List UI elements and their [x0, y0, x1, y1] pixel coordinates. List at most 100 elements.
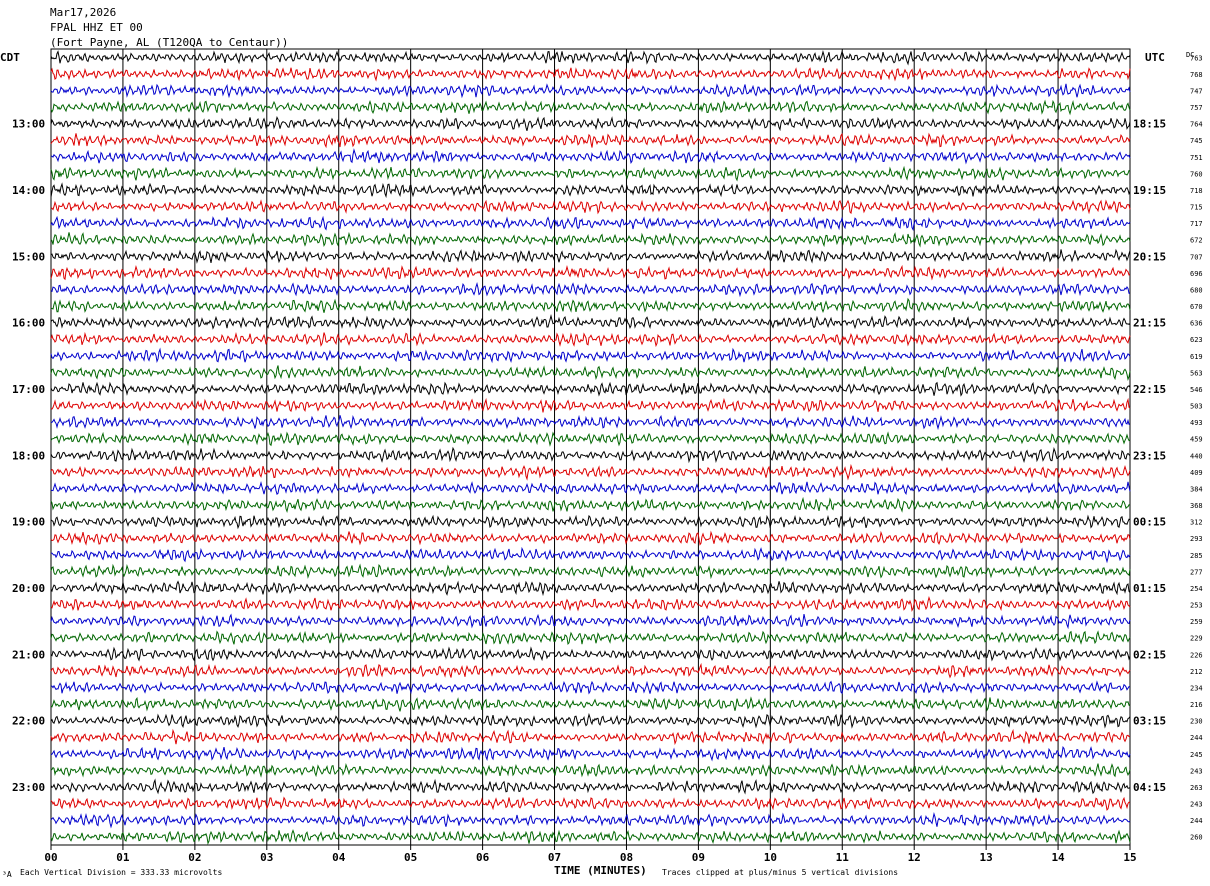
trace-row-38 [50, 662, 1131, 679]
dc-label: DC [1186, 51, 1194, 59]
dc-offset-label: 440 [1190, 452, 1203, 460]
dc-offset-label: 244 [1190, 817, 1203, 825]
x-tick-label: 08 [620, 851, 633, 864]
dc-offset-label: 384 [1190, 485, 1203, 493]
dc-offset-label: 707 [1190, 253, 1203, 261]
dc-offset-label: 672 [1190, 237, 1203, 245]
dc-offset-label: 263 [1190, 784, 1203, 792]
dc-offset-label: 680 [1190, 286, 1203, 294]
dc-offset-label: 763 [1190, 54, 1203, 62]
x-tick-label: 03 [260, 851, 273, 864]
plot-grid [50, 48, 1131, 846]
x-tick-label: 01 [116, 851, 130, 864]
header-location: (Fort Payne, AL (T120QA to Centaur)) [50, 36, 288, 49]
x-tick-label: 04 [332, 851, 346, 864]
left-hour-label: 20:00 [12, 582, 45, 595]
right-hour-label: 20:15 [1133, 250, 1166, 263]
trace-row-35 [50, 613, 1131, 630]
left-hour-label: 14:00 [12, 184, 45, 197]
footer-clip-note: Traces clipped at plus/minus 5 vertical … [662, 868, 898, 877]
trace-row-6 [50, 132, 1131, 149]
trace-row-12 [50, 231, 1131, 248]
trace-row-24 [50, 431, 1131, 447]
dc-offset-label: 259 [1190, 618, 1203, 626]
trace-row-17 [50, 314, 1131, 330]
dc-offset-label: 670 [1190, 303, 1203, 311]
dc-offset-label: 764 [1190, 121, 1203, 129]
x-tick-label: 10 [764, 851, 777, 864]
right-hour-label: 02:15 [1133, 648, 1166, 661]
left-hour-label: 15:00 [12, 250, 45, 263]
trace-row-31 [51, 546, 1131, 564]
left-hour-label: 17:00 [12, 383, 45, 396]
trace-row-19 [50, 347, 1131, 364]
dc-offset-label: 243 [1190, 801, 1203, 809]
x-tick-label: 12 [908, 851, 921, 864]
trace-row-5 [50, 115, 1131, 132]
trace-row-41 [50, 712, 1131, 729]
trace-row-2 [50, 67, 1131, 82]
dc-offset-label: 623 [1190, 336, 1203, 344]
trace-row-15 [50, 282, 1131, 298]
dc-offset-label: 493 [1190, 419, 1203, 427]
trace-row-28 [50, 496, 1131, 513]
dc-offset-label: 212 [1190, 668, 1203, 676]
trace-row-36 [50, 630, 1131, 646]
trace-row-20 [50, 365, 1131, 381]
dc-offset-label: 747 [1190, 87, 1203, 95]
dc-offset-label: 229 [1190, 635, 1203, 643]
dc-offset-label: 409 [1190, 469, 1203, 477]
trace-row-33 [50, 580, 1131, 597]
dc-offset-label: 619 [1190, 353, 1203, 361]
trace-row-39 [50, 680, 1131, 695]
dc-offset-label: 226 [1190, 651, 1203, 659]
dc-offset-label: 234 [1190, 684, 1203, 692]
trace-row-13 [50, 248, 1131, 264]
trace-row-26 [50, 463, 1131, 481]
trace-row-40 [50, 696, 1131, 712]
left-hour-label: 21:00 [12, 648, 45, 661]
dc-offset-label: 244 [1190, 734, 1203, 742]
x-tick-label: 14 [1051, 851, 1065, 864]
dc-offset-label: 745 [1190, 137, 1203, 145]
right-hour-label: 21:15 [1133, 317, 1166, 330]
right-hour-label: 22:15 [1133, 383, 1166, 396]
dc-offset-label: 285 [1190, 552, 1203, 560]
x-tick-label: 15 [1123, 851, 1136, 864]
trace-row-42 [50, 728, 1131, 746]
header-station: FPAL HHZ ET 00 [50, 21, 143, 34]
dc-offset-label: 715 [1190, 204, 1203, 212]
header-date: Mar17,2026 [50, 6, 116, 19]
trace-row-30 [50, 530, 1131, 546]
right-hour-label: 01:15 [1133, 582, 1166, 595]
right-hour-label: 18:15 [1133, 118, 1166, 131]
dc-offset-label: 760 [1190, 170, 1203, 178]
trace-row-9 [50, 182, 1131, 199]
corner-mark: ³A [2, 870, 12, 879]
left-hour-label: 22:00 [12, 715, 45, 728]
dc-offset-label: 696 [1190, 270, 1203, 278]
x-axis-title: TIME (MINUTES) [554, 864, 647, 877]
trace-row-25 [50, 446, 1131, 464]
trace-row-7 [50, 148, 1131, 165]
x-tick-label: 02 [188, 851, 201, 864]
dc-offset-label: 718 [1190, 187, 1203, 195]
dc-offset-label: 243 [1190, 767, 1203, 775]
dc-offset-label: 751 [1190, 154, 1203, 162]
plot-frame [50, 48, 1131, 846]
trace-row-45 [50, 778, 1131, 795]
row-labels: 13:00 14:00 15:00 16:00 17:00 18:00 19:00 20:00… [12, 54, 1203, 841]
x-tick-label: 09 [692, 851, 705, 864]
dc-offset-label: 563 [1190, 369, 1203, 377]
dc-offset-label: 459 [1190, 436, 1203, 444]
left-hour-label: 19:00 [12, 516, 45, 529]
x-tick-label: 11 [836, 851, 850, 864]
left-hour-label: 23:00 [12, 781, 45, 794]
right-hour-label: 03:15 [1133, 715, 1166, 728]
trace-row-21 [50, 381, 1131, 397]
trace-row-27 [50, 480, 1131, 496]
trace-row-32 [50, 563, 1131, 580]
dc-offset-label: 717 [1190, 220, 1203, 228]
x-tick-label: 07 [548, 851, 561, 864]
